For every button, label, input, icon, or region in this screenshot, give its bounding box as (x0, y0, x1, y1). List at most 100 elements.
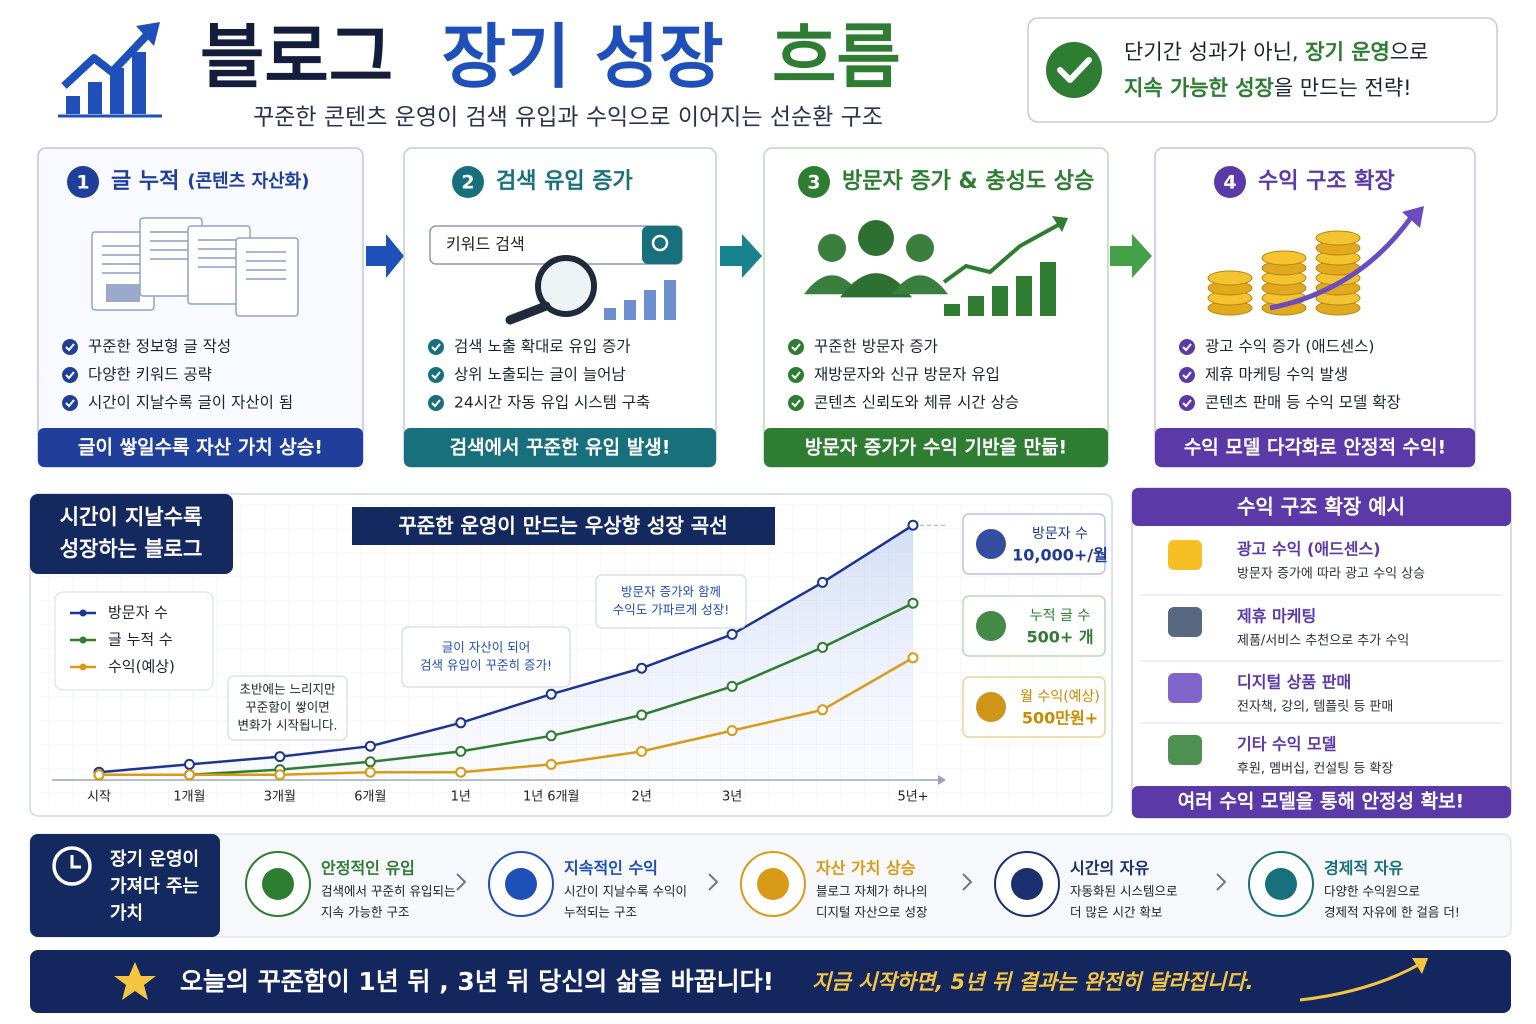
growth-arrow-icon (942, 222, 1061, 284)
data-point (726, 725, 738, 737)
data-point (636, 709, 648, 721)
stat-value: 500만원+ (1022, 709, 1098, 728)
value-icon (262, 868, 294, 900)
step-title: 방문자 증가 & 충성도 상승 (842, 169, 1094, 194)
step-footer-bar (38, 428, 363, 467)
footer-arrow (1299, 962, 1421, 1002)
person-body (804, 275, 860, 295)
data-point (907, 597, 919, 609)
legend-label: 방문자 수 (108, 604, 168, 622)
tagline-part: 을 만드는 전략! (1274, 76, 1412, 100)
step-number-badge (67, 166, 99, 198)
bullet-check (1179, 339, 1195, 355)
data-point (183, 769, 195, 781)
step-number: 2 (461, 172, 474, 194)
step-number-badge (798, 166, 830, 198)
stat-box (962, 513, 1106, 575)
stat-icon (976, 529, 1006, 559)
data-point (455, 766, 467, 778)
search-button (642, 226, 682, 264)
x-tick-label: 6개월 (354, 790, 386, 805)
value-chevron (1216, 873, 1227, 891)
stat-icon (976, 692, 1006, 722)
flow-arrow (720, 234, 762, 278)
bullet-check-mark (1182, 399, 1192, 408)
value-title: 시간의 자유 (1070, 859, 1149, 878)
magnifier-handle (505, 301, 551, 325)
bullet-check-mark (791, 371, 801, 380)
value-desc: 검색에서 꾸준히 유입되는 (321, 884, 455, 899)
data-point (183, 758, 195, 770)
bullet-check-mark (791, 399, 801, 408)
revenue-item-title: 제휴 마케팅 (1237, 607, 1316, 626)
tagline-part: 으로 (1390, 40, 1429, 64)
search-bar-icon (604, 308, 616, 320)
x-tick-label: 2년 (632, 790, 652, 805)
value-icon (505, 868, 537, 900)
data-point (93, 769, 105, 781)
series-line (99, 656, 914, 777)
stat-label: 방문자 수 (1032, 526, 1088, 542)
check-icon (1046, 42, 1102, 98)
x-tick-label: 5년+ (897, 790, 928, 805)
series-line (98, 524, 914, 774)
value-desc: 경제적 자유에 한 걸음 더! (1324, 905, 1460, 920)
value-desc: 자동화된 시스템으로 (1070, 884, 1177, 899)
value-icon (1265, 868, 1297, 900)
stat-label: 누적 글 수 (1030, 608, 1091, 624)
step-number: 1 (76, 172, 89, 194)
growth-bar-icon (992, 286, 1008, 316)
revenue-item-title: 기타 수익 모델 (1237, 735, 1336, 754)
tagline-line: 단기간 성과가 아닌, 장기 운영으로 (1124, 40, 1429, 64)
person-body (892, 275, 948, 295)
stat-label: 월 수익(예상) (1020, 689, 1100, 705)
title-part: 블로그 (200, 16, 393, 98)
data-point (364, 740, 376, 752)
search-bar-icon (664, 280, 676, 320)
data-point (817, 576, 829, 588)
footer-arrowhead (1412, 958, 1428, 974)
magnifier (535, 255, 597, 317)
annotation-text: 검색 유입이 꾸준히 증가! (420, 658, 552, 673)
flow-arrow (366, 234, 404, 278)
search-placeholder: 키워드 검색 (446, 235, 525, 254)
value-title: 경제적 자유 (1324, 859, 1403, 878)
footer-slogan: 지금 시작하면, 5년 뒤 결과는 완전히 달라집니다. (812, 970, 1254, 994)
data-point (636, 745, 648, 757)
values-heading: 가져다 주는 (110, 876, 199, 897)
revenue-arrowhead-icon (1402, 206, 1424, 228)
data-point (636, 662, 648, 674)
data-point (545, 688, 557, 700)
x-tick-label: 시작 (87, 790, 111, 805)
value-title: 지속적인 수익 (564, 859, 658, 878)
check-mark (1057, 57, 1092, 83)
document-image (106, 284, 140, 302)
step-footer-bar (1155, 428, 1475, 467)
search-button-icon (651, 234, 669, 252)
step-title-text: 방문자 증가 & 충성도 상승 (842, 169, 1094, 194)
person-head (858, 220, 894, 256)
annotation-text: 방문자 증가와 함께 (621, 584, 721, 599)
bullet-check (428, 367, 444, 383)
stat-value: 500+ 개 (1026, 628, 1093, 647)
x-tick-label: 3년 (722, 790, 742, 805)
coin-icon (1315, 230, 1361, 246)
tagline-line: 지속 가능한 성장을 만드는 전략! (1124, 76, 1412, 100)
revenue-item-desc: 전자책, 강의, 템플릿 등 판매 (1237, 700, 1393, 715)
revenue-item-title: 디지털 상품 판매 (1237, 673, 1351, 692)
legend-label: 수익(예상) (108, 658, 175, 676)
search-bar-icon (644, 290, 656, 320)
value-chevron (962, 873, 973, 891)
bullet-check (62, 339, 78, 355)
x-tick-label: 1년 (451, 790, 471, 805)
chart-title: 꾸준한 운영이 만드는 우상향 성장 곡선 (398, 514, 727, 538)
annotation-box (227, 675, 348, 741)
step-footer: 글이 쌓일수록 자산 가치 상승! (78, 437, 323, 459)
step-bullet: 꾸준한 정보형 글 작성 (88, 338, 231, 356)
value-title: 안정적인 유입 (321, 859, 415, 878)
data-point (545, 758, 557, 770)
person-head (906, 234, 934, 262)
page-title: 블로그 장기 성장 흐름 (200, 16, 901, 98)
step-bullet: 상위 노출되는 글이 늘어남 (454, 366, 626, 384)
data-point (455, 745, 467, 757)
